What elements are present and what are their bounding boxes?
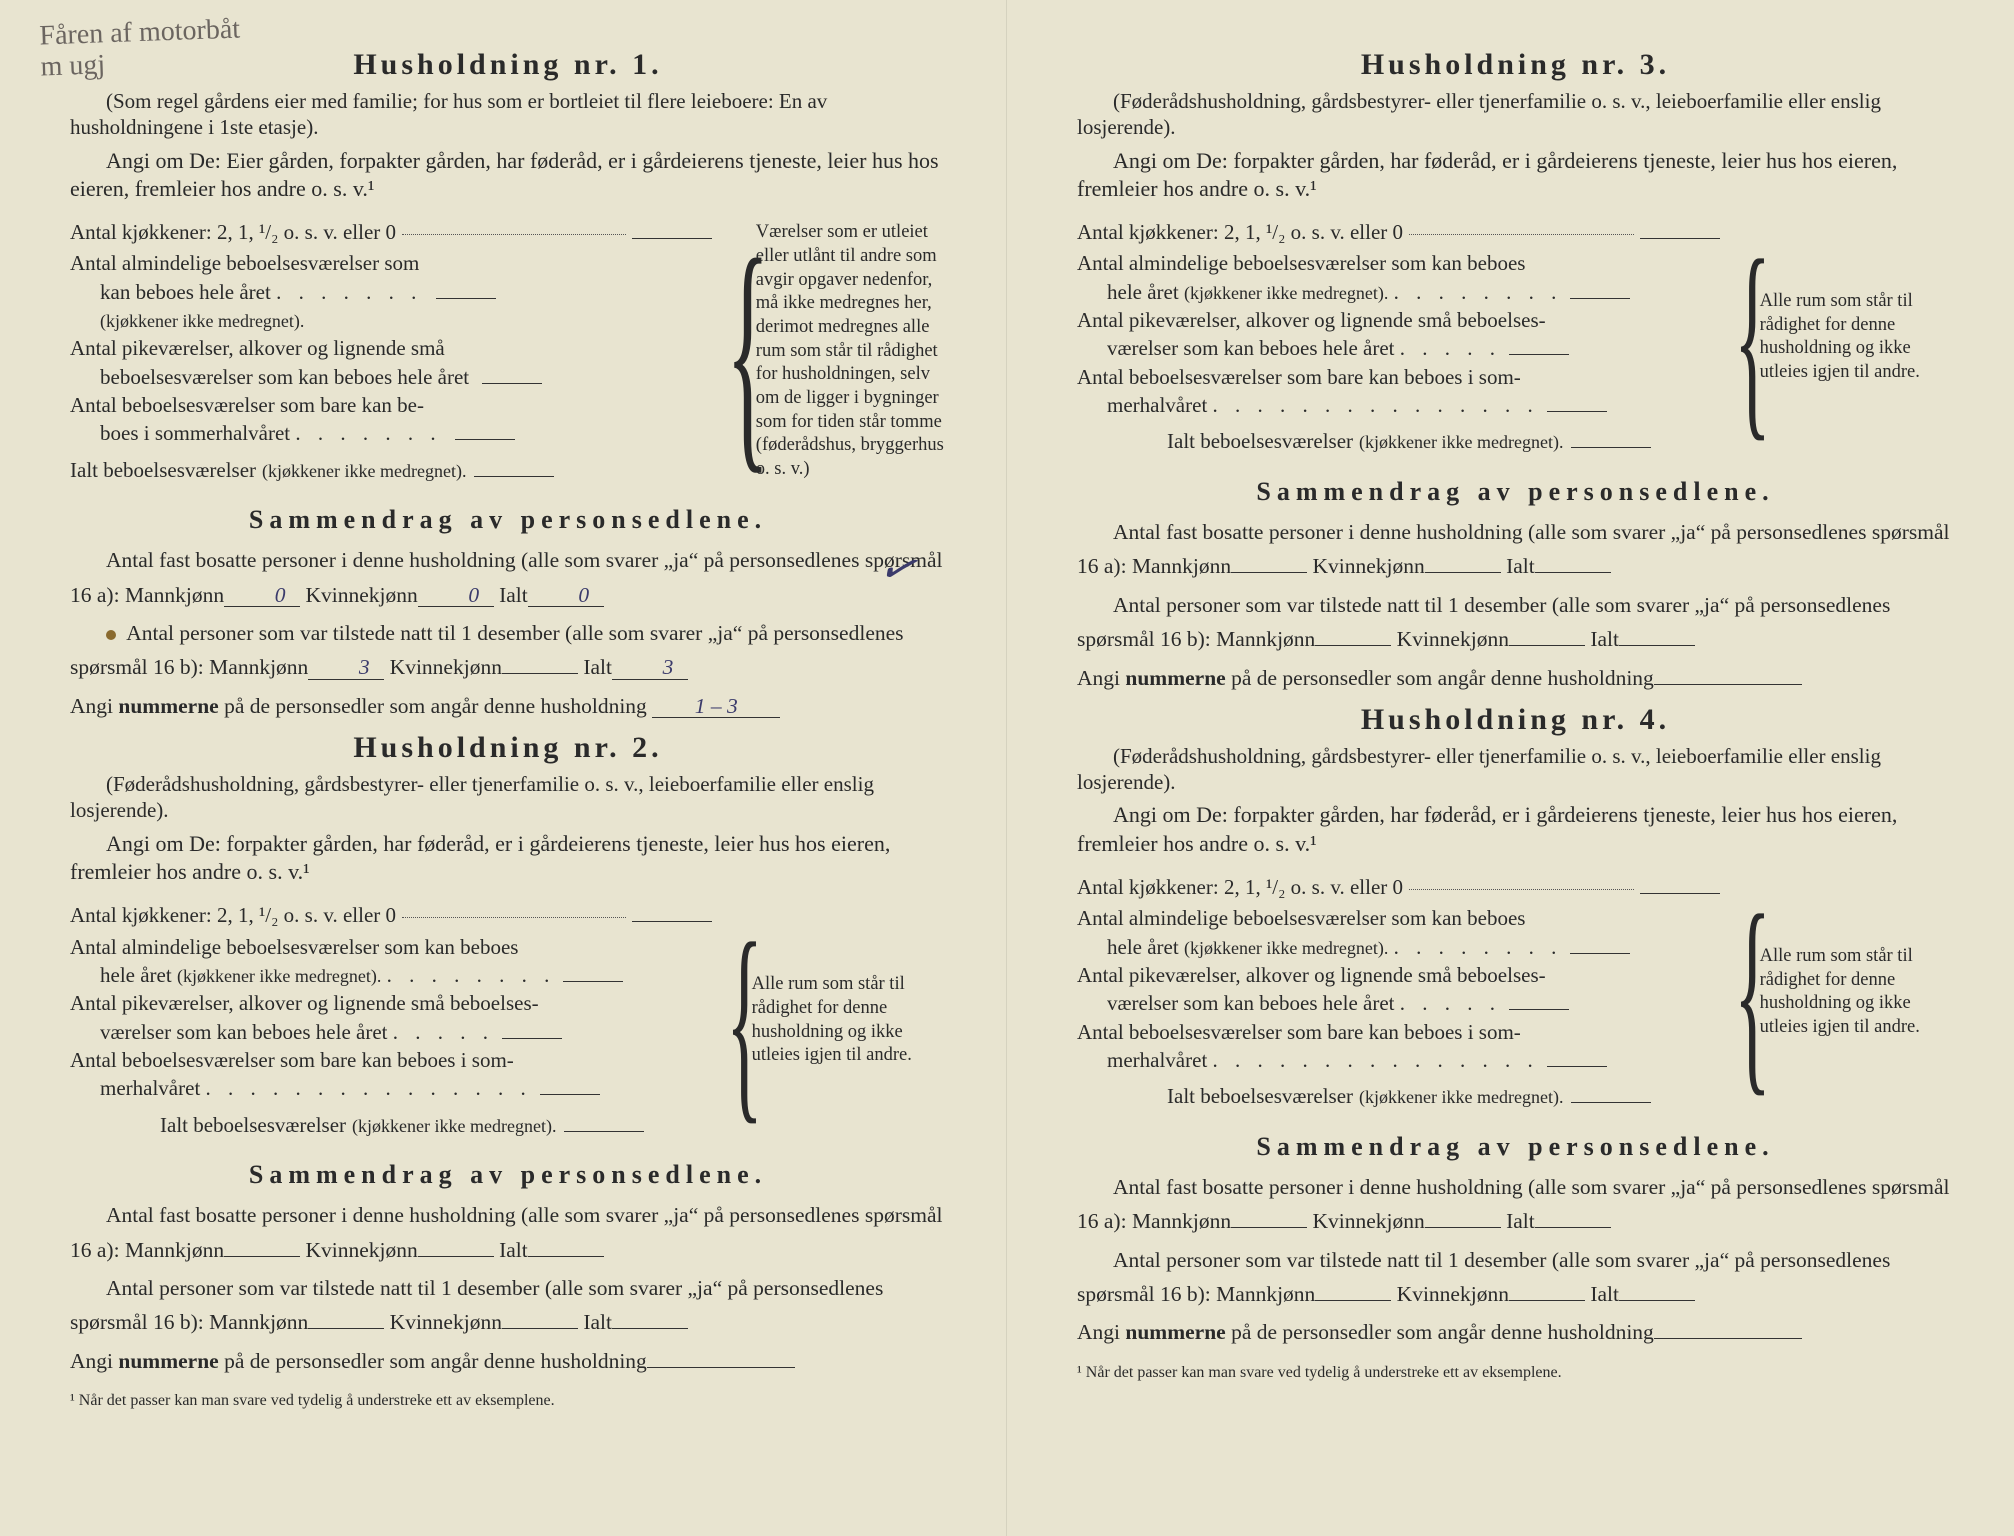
h3-angi: Angi om De: forpakter gården, har føderå… <box>1077 147 1954 204</box>
h3-title: Husholdning nr. 3. <box>1077 48 1954 82</box>
h1-angi: Angi om De: Eier gården, forpakter gårde… <box>70 147 946 204</box>
h4-title: Husholdning nr. 4. <box>1077 703 1954 737</box>
h3-pike[interactable] <box>1509 354 1569 355</box>
h3-til-k[interactable] <box>1509 645 1585 646</box>
h2-fast-t[interactable] <box>528 1256 604 1257</box>
h2-intro: (Føderådshusholdning, gårdsbestyrer- ell… <box>70 771 946 824</box>
rooms-year-label: Antal almindelige beboelsesværelser som <box>70 251 419 275</box>
h2-angi: Angi om De: forpakter gården, har føderå… <box>70 830 946 887</box>
handwritten-annotation: Fåren af motorbåtm ugj <box>39 15 242 84</box>
rooms-year-sub: (kjøkkener ikke medregnet). <box>70 311 304 331</box>
left-page: Fåren af motorbåtm ugj Husholdning nr. 1… <box>0 0 1007 1536</box>
h1-til-t[interactable]: 3 <box>612 657 688 680</box>
h2-title: Husholdning nr. 2. <box>70 731 946 765</box>
h4-fast-k[interactable] <box>1425 1227 1501 1228</box>
h4-brace-text: Alle rum som står til rådighet for denne… <box>1760 945 1954 1040</box>
h4-summer[interactable] <box>1547 1066 1607 1067</box>
h2-pike[interactable] <box>502 1038 562 1039</box>
h2-til-m[interactable] <box>308 1328 384 1329</box>
h4-til-t[interactable] <box>1619 1300 1695 1301</box>
h1-rooms-year-value[interactable] <box>436 298 496 299</box>
h4-sammendrag: Antal fast bosatte personer i denne hush… <box>1077 1170 1954 1350</box>
h3-total[interactable] <box>1571 447 1651 448</box>
h4-fast-t[interactable] <box>1535 1227 1611 1228</box>
h1-fast-t[interactable]: 0 <box>528 585 604 608</box>
h2-til-k[interactable] <box>502 1328 578 1329</box>
h4-angi: Angi om De: forpakter gården, har føderå… <box>1077 801 1954 858</box>
h2-total[interactable] <box>564 1131 644 1132</box>
h2-summer[interactable] <box>540 1094 600 1095</box>
h4-fast-m[interactable] <box>1231 1227 1307 1228</box>
h1-sammendrag-title: Sammendrag av personsedlene. <box>70 505 946 535</box>
h3-til-m[interactable] <box>1315 645 1391 646</box>
h3-fast-m[interactable] <box>1231 572 1307 573</box>
h4-total[interactable] <box>1571 1102 1651 1103</box>
h4-intro: (Føderådshusholdning, gårdsbestyrer- ell… <box>1077 743 1954 796</box>
h1-summer-value[interactable] <box>455 439 515 440</box>
h3-rooms[interactable] <box>1570 298 1630 299</box>
h3-fast-k[interactable] <box>1425 572 1501 573</box>
h4-pike[interactable] <box>1509 1009 1569 1010</box>
brace-left: { <box>726 228 770 475</box>
h3-sammendrag-title: Sammendrag av personsedlene. <box>1077 477 1954 507</box>
h1-kitchens-value[interactable] <box>632 238 712 239</box>
h1-fast-k[interactable]: 0 <box>418 585 494 608</box>
h1-sammendrag: Antal fast bosatte personer i denne hush… <box>70 543 946 723</box>
h2-fast-k[interactable] <box>418 1256 494 1257</box>
h1-nums[interactable]: 1 – 3 <box>652 696 780 719</box>
h2-nums[interactable] <box>647 1367 795 1368</box>
h3-til-t[interactable] <box>1619 645 1695 646</box>
h3-sammendrag: Antal fast bosatte personer i denne hush… <box>1077 515 1954 695</box>
h1-total-value[interactable] <box>474 476 554 477</box>
h3-nums[interactable] <box>1654 684 1802 685</box>
h2-kitchens[interactable] <box>632 921 712 922</box>
h4-rooms-block: Antal kjøkkener: 2, 1, ¹/₂ o. s. v. elle… <box>1077 871 1954 1114</box>
h1-intro: (Som regel gårdens eier med familie; for… <box>70 88 946 141</box>
h3-brace-text: Alle rum som står til rådighet for denne… <box>1760 290 1954 385</box>
ink-blob <box>106 630 116 640</box>
h3-fast-t[interactable] <box>1535 572 1611 573</box>
footnote-left: ¹ Når det passer kan man svare ved tydel… <box>70 1392 946 1410</box>
h1-til-m[interactable]: 3 <box>308 657 384 680</box>
h4-til-m[interactable] <box>1315 1300 1391 1301</box>
h1-pike-value[interactable] <box>482 383 542 384</box>
footnote-right: ¹ Når det passer kan man svare ved tydel… <box>1077 1364 1954 1382</box>
h4-sammendrag-title: Sammendrag av personsedlene. <box>1077 1132 1954 1162</box>
h4-rooms[interactable] <box>1570 953 1630 954</box>
h1-brace-text: Værelser som er utleiet eller utlånt til… <box>756 221 946 481</box>
h4-kitchens[interactable] <box>1640 893 1720 894</box>
h2-rooms-block: Antal kjøkkener: 2, 1, ¹/₂ o. s. v. elle… <box>70 899 946 1142</box>
h1-rooms-block: Antal kjøkkener: 2, 1, ¹/₂ o. s. v. elle… <box>70 216 946 488</box>
h2-sammendrag-title: Sammendrag av personsedlene. <box>70 1160 946 1190</box>
total-rooms-label: Ialt beboelsesværelser <box>70 454 256 488</box>
h2-sammendrag: Antal fast bosatte personer i denne hush… <box>70 1198 946 1378</box>
h2-til-t[interactable] <box>612 1328 688 1329</box>
h2-rooms[interactable] <box>563 981 623 982</box>
h4-nums[interactable] <box>1654 1338 1802 1339</box>
h3-rooms-block: Antal kjøkkener: 2, 1, ¹/₂ o. s. v. elle… <box>1077 216 1954 459</box>
h3-intro: (Føderådshusholdning, gårdsbestyrer- ell… <box>1077 88 1954 141</box>
h4-til-k[interactable] <box>1509 1300 1585 1301</box>
h3-summer[interactable] <box>1547 411 1607 412</box>
h1-til-k[interactable] <box>502 673 578 674</box>
kitchens-label: Antal kjøkkener: 2, 1, ¹/₂ o. s. v. elle… <box>70 216 396 250</box>
right-page: Husholdning nr. 3. (Føderådshusholdning,… <box>1007 0 2014 1536</box>
h2-brace-text: Alle rum som står til rådighet for denne… <box>752 973 946 1068</box>
h1-fast-m[interactable]: 0 <box>224 585 300 608</box>
h2-fast-m[interactable] <box>224 1256 300 1257</box>
brace-right: { <box>726 916 763 1125</box>
h3-kitchens[interactable] <box>1640 238 1720 239</box>
